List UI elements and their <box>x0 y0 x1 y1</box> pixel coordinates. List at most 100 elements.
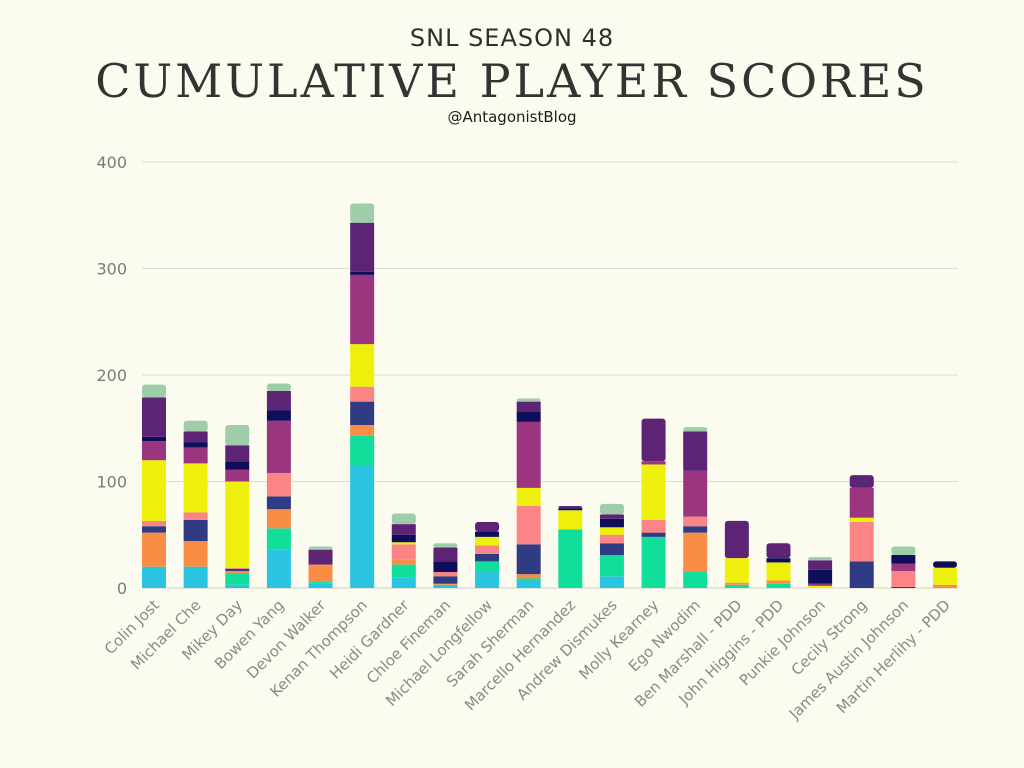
bar-stack <box>683 427 708 588</box>
bar-segment <box>475 521 500 532</box>
bar-segment <box>142 520 166 527</box>
bar-segment <box>266 410 291 421</box>
bar-segment <box>142 460 166 521</box>
bar-segment <box>641 519 666 533</box>
bar-stack <box>183 420 208 588</box>
bars <box>142 203 957 588</box>
bar-segment <box>433 547 458 562</box>
bar-stack <box>724 520 749 588</box>
bar-segment <box>142 532 166 567</box>
bar-segment <box>475 561 500 571</box>
bar-stack <box>808 557 833 588</box>
bar-segment <box>350 386 375 402</box>
bar-stack <box>350 203 375 588</box>
bar-segment <box>849 475 874 488</box>
bar-segment <box>350 344 375 387</box>
bar-segment <box>225 567 250 569</box>
bar-segment <box>516 574 541 579</box>
bar-stack <box>558 505 583 588</box>
bar-segment <box>142 441 166 461</box>
bar-segment <box>766 562 791 581</box>
y-tick-label: 300 <box>96 260 127 279</box>
bar-segment <box>225 461 250 470</box>
bar-segment <box>683 431 708 471</box>
bar-segment <box>266 472 291 497</box>
bar-segment <box>308 549 333 565</box>
bar-segment <box>350 465 375 588</box>
bar-segment <box>183 442 208 448</box>
grid-lines <box>142 161 958 589</box>
bar-segment <box>933 561 957 568</box>
bar-segment <box>849 487 874 518</box>
bar-segment <box>558 529 583 588</box>
bar-segment <box>475 553 500 562</box>
bar-segment <box>516 487 541 506</box>
y-tick-label: 200 <box>96 366 127 385</box>
bar-segment <box>683 526 708 533</box>
bar-segment <box>599 503 624 515</box>
bar-stack <box>433 543 458 588</box>
bar-stack <box>142 384 166 588</box>
y-tick-label: 100 <box>96 473 127 492</box>
bar-stack <box>849 475 874 588</box>
bar-segment <box>433 583 458 585</box>
bar-segment <box>266 509 291 529</box>
bar-segment <box>266 549 291 588</box>
bar-segment <box>599 534 624 544</box>
bar-segment <box>641 461 666 465</box>
bar-segment <box>933 584 957 588</box>
bar-segment <box>599 554 624 577</box>
bar-segment <box>599 518 624 528</box>
bar-segment <box>475 531 500 537</box>
bar-segment <box>308 564 333 582</box>
bar-segment <box>641 536 666 588</box>
bar-segment <box>391 564 416 578</box>
bar-segment <box>308 546 333 550</box>
bar-segment <box>724 520 749 559</box>
bar-segment <box>516 421 541 488</box>
bar-segment <box>225 469 250 482</box>
bar-segment <box>808 569 833 584</box>
bar-segment <box>641 464 666 520</box>
chart-supertitle: SNL SEASON 48 <box>409 24 615 52</box>
bar-segment <box>183 431 208 443</box>
bar-segment <box>599 514 624 519</box>
bar-segment <box>391 542 416 545</box>
bar-stack <box>391 513 416 588</box>
bar-segment <box>475 545 500 554</box>
bar-segment <box>558 505 583 509</box>
bar-segment <box>891 563 916 571</box>
bar-segment <box>142 436 166 442</box>
bar-segment <box>724 582 749 585</box>
bar-segment <box>641 532 666 537</box>
bar-segment <box>350 401 375 426</box>
bar-segment <box>516 578 541 581</box>
bar-segment <box>225 481 250 568</box>
bar-stack <box>475 521 500 588</box>
bar-segment <box>391 534 416 543</box>
chart-title: CUMULATIVE PLAYER SCORES <box>95 54 929 108</box>
bar-segment <box>225 570 250 574</box>
bar-segment <box>558 508 583 511</box>
bar-segment <box>683 516 708 527</box>
bar-segment <box>683 572 708 588</box>
bar-segment <box>433 561 458 573</box>
bar-segment <box>308 583 333 588</box>
bar-segment <box>849 561 874 588</box>
bar-segment <box>766 558 791 563</box>
bar-segment <box>558 510 583 530</box>
bar-segment <box>350 271 375 275</box>
bar-segment <box>142 566 166 588</box>
bar-segment <box>350 435 375 466</box>
bar-segment <box>225 568 250 571</box>
bar-segment <box>808 585 833 588</box>
bar-segment <box>183 420 208 432</box>
bar-segment <box>516 505 541 545</box>
bar-segment <box>350 222 375 272</box>
bar-segment <box>516 401 541 412</box>
y-axis: 0 100 200 300 400 <box>96 153 127 598</box>
bar-segment <box>433 576 458 584</box>
bar-segment <box>225 584 250 588</box>
bar-segment <box>350 203 375 223</box>
